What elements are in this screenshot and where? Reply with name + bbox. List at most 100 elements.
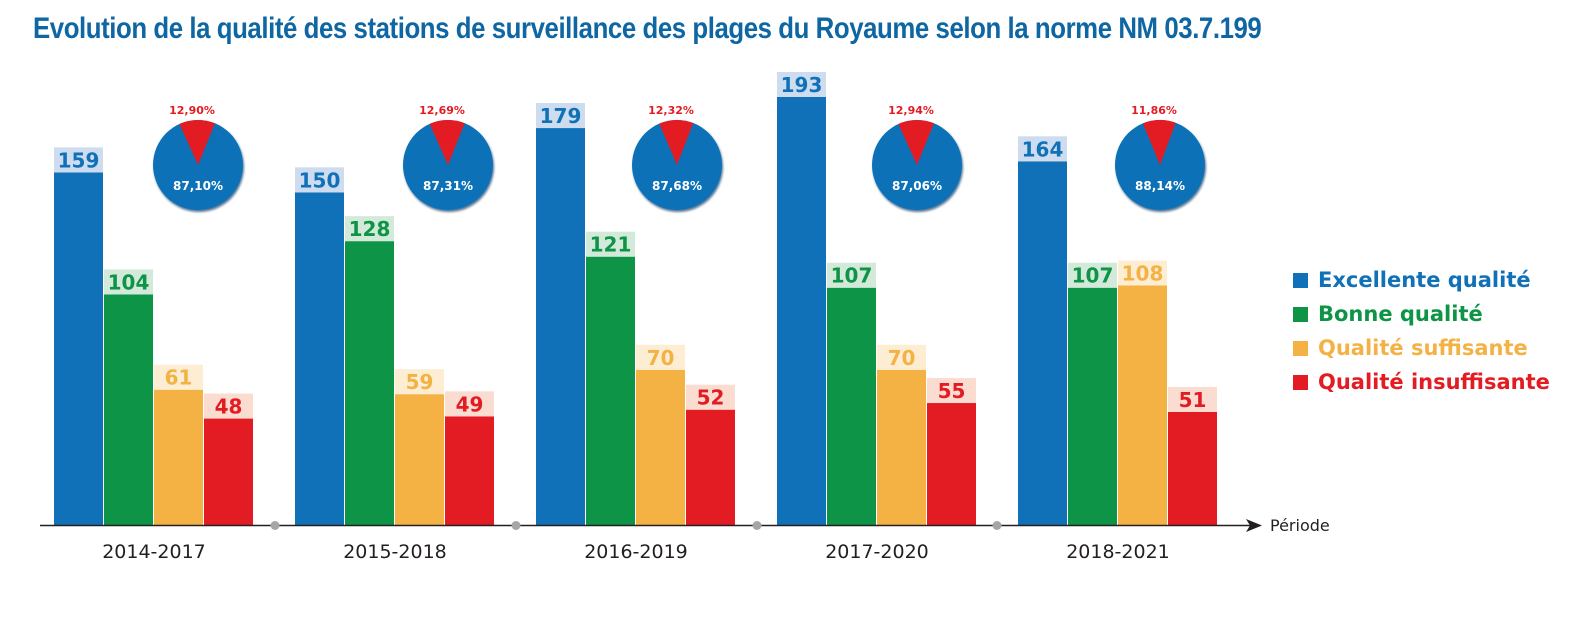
- bar-value-label-bg: [777, 72, 826, 97]
- bar-excellente-qualit--2018-2021: [1018, 161, 1067, 525]
- bar-group-2016-2019: 179 121 70 52: [536, 103, 735, 525]
- legend-swatch-bonne: [1293, 306, 1308, 322]
- legend-item-excellent: Excellente qualité: [1293, 263, 1550, 297]
- bar-value-label: 179: [540, 104, 582, 128]
- pie-label-nonconform: 12,94%: [888, 104, 934, 117]
- pie-label-conform: 88,14%: [1135, 179, 1185, 193]
- bar-value-label-bg: [686, 384, 735, 410]
- legend-item-suffisante: Qualité suffisante: [1293, 331, 1550, 365]
- bar-value-label: 59: [406, 370, 434, 394]
- pie-slice-nonconform: [898, 119, 934, 165]
- legend-label-bonne: Bonne qualité: [1318, 302, 1483, 326]
- x-tick-label: 2015-2018: [343, 541, 447, 563]
- bar-qualit-insuffisante-2016-2019: [686, 409, 735, 525]
- bar-bonne-qualit--2018-2021: [1068, 287, 1117, 525]
- pies-layer: 12,90% 87,10% 12,69% 87,31% 12,32% 87,68% 12,9…: [153, 104, 1205, 210]
- bar-qualit-suffisante-2018-2021: [1118, 285, 1167, 525]
- bar-value-label-bg: [586, 231, 635, 257]
- bar-bonne-qualit--2014-2017: [104, 294, 153, 525]
- group-separator-dot: [270, 521, 280, 530]
- bar-value-label: 104: [108, 270, 150, 294]
- bar-group-2014-2017: 159 104 61 48: [54, 147, 253, 525]
- pie-label-nonconform: 11,86%: [1131, 104, 1177, 117]
- legend-label-insuffisante: Qualité insuffisante: [1318, 370, 1550, 394]
- bar-qualit-suffisante-2017-2020: [877, 369, 926, 525]
- pie-label-conform: 87,06%: [892, 179, 942, 193]
- bar-value-label-bg: [104, 269, 153, 295]
- bar-value-label: 61: [165, 366, 193, 390]
- pie-2018-2021: 11,86% 88,14%: [1115, 104, 1205, 210]
- bar-value-label-bg: [1018, 136, 1067, 162]
- pie-slice-nonconform: [659, 120, 694, 165]
- bar-group-2017-2020: 193 107 70 55: [777, 72, 976, 525]
- bar-value-label-bg: [345, 216, 394, 242]
- bar-value-label-bg: [927, 378, 976, 404]
- bar-value-label-bg: [54, 147, 103, 173]
- bar-bonne-qualit--2015-2018: [345, 241, 394, 525]
- bar-value-label: 159: [58, 148, 100, 172]
- bar-value-label-bg: [1168, 386, 1217, 412]
- x-axis-title: Période: [1270, 516, 1330, 535]
- pie-2015-2018: 12,69% 87,31%: [403, 104, 493, 210]
- bar-value-label-bg: [1118, 260, 1167, 286]
- pie-label-conform: 87,10%: [173, 179, 223, 193]
- legend-item-insuffisante: Qualité insuffisante: [1293, 365, 1550, 399]
- pie-2016-2019: 12,32% 87,68%: [632, 104, 722, 210]
- bar-value-label-bg: [827, 262, 876, 288]
- bar-value-label: 150: [299, 168, 341, 192]
- bar-value-label: 70: [888, 346, 916, 370]
- x-tick-label: 2017-2020: [825, 541, 929, 563]
- bar-value-label-bg: [877, 344, 926, 370]
- group-separator-dot: [992, 521, 1002, 530]
- bar-value-label-bg: [636, 344, 685, 370]
- legend-swatch-suffisante: [1293, 340, 1308, 356]
- x-axis: Période 2014-2017 2015-2018 2016-2019 2017-2…: [40, 516, 1330, 563]
- pie-2017-2020: 12,94% 87,06%: [872, 104, 962, 210]
- bar-qualit-suffisante-2014-2017: [154, 389, 203, 525]
- bar-group-2018-2021: 164 107 108 51: [1018, 136, 1217, 525]
- bar-group-2015-2018: 150 128 59 49: [295, 167, 494, 525]
- bar-value-label: 49: [456, 392, 484, 416]
- pie-slice-nonconform: [179, 119, 215, 165]
- bar-qualit-insuffisante-2015-2018: [445, 416, 494, 525]
- legend: Excellente qualité Bonne qualité Qualité…: [1293, 263, 1550, 399]
- pie-slice-nonconform: [1142, 120, 1176, 165]
- bar-excellente-qualit--2014-2017: [54, 172, 103, 525]
- bar-qualit-insuffisante-2017-2020: [927, 403, 976, 525]
- bar-bonne-qualit--2016-2019: [586, 256, 635, 525]
- bar-value-label-bg: [445, 391, 494, 417]
- legend-label-excellent: Excellente qualité: [1318, 268, 1531, 292]
- bar-bonne-qualit--2017-2020: [827, 287, 876, 525]
- pie-2014-2017: 12,90% 87,10%: [153, 104, 243, 210]
- pie-label-conform: 87,68%: [652, 179, 702, 193]
- pie-label-nonconform: 12,32%: [648, 104, 694, 117]
- bar-excellente-qualit--2015-2018: [295, 192, 344, 525]
- bar-qualit-suffisante-2015-2018: [395, 394, 444, 525]
- bar-value-label: 193: [781, 73, 823, 97]
- legend-label-suffisante: Qualité suffisante: [1318, 336, 1528, 360]
- bar-value-label: 107: [1072, 264, 1114, 288]
- x-axis-arrow-icon: [1246, 519, 1262, 532]
- bar-value-label: 48: [215, 395, 243, 419]
- bar-value-label: 55: [938, 379, 966, 403]
- bar-value-label-bg: [295, 167, 344, 193]
- bar-qualit-suffisante-2016-2019: [636, 369, 685, 525]
- pie-slice-nonconform: [429, 119, 465, 165]
- bar-value-label: 108: [1122, 261, 1164, 285]
- bars-layer: 159 104 61 48 150 128 59 49 179 121 70 52 193 107 70 55…: [54, 72, 1217, 525]
- bar-excellente-qualit--2016-2019: [536, 128, 585, 525]
- x-tick-label: 2014-2017: [102, 541, 206, 563]
- x-tick-label: 2018-2021: [1066, 541, 1170, 563]
- bar-value-label: 128: [349, 217, 391, 241]
- legend-item-bonne: Bonne qualité: [1293, 297, 1550, 331]
- bar-value-label-bg: [1068, 262, 1117, 288]
- bar-value-label-bg: [154, 364, 203, 390]
- bar-value-label-bg: [536, 103, 585, 129]
- bar-value-label: 107: [831, 264, 873, 288]
- legend-swatch-insuffisante: [1293, 374, 1308, 390]
- x-tick-label: 2016-2019: [584, 541, 688, 563]
- group-separator-dot: [752, 521, 762, 530]
- bar-value-label: 164: [1022, 137, 1064, 161]
- chart-title: Evolution de la qualité des stations de …: [33, 12, 1262, 45]
- bar-value-label: 51: [1179, 388, 1207, 412]
